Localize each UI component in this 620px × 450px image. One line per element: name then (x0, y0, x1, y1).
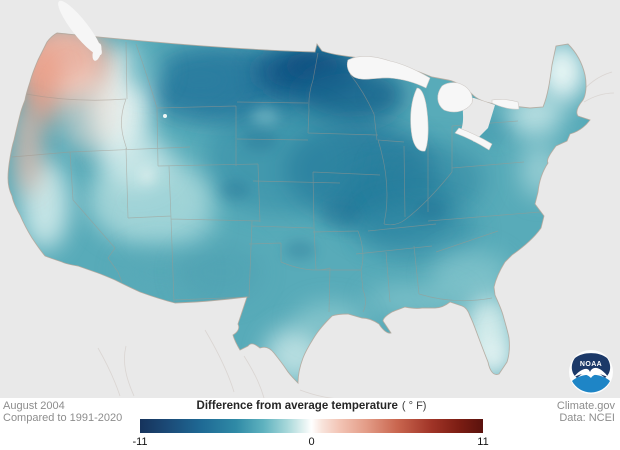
credits-block: Climate.gov Data: NCEI (556, 400, 615, 424)
noaa-logo-text: NOAA (580, 361, 602, 368)
canada-wedge (461, 97, 495, 142)
colorbar (140, 419, 483, 433)
credit-site[interactable]: Climate.gov (556, 400, 615, 412)
us-temperature-anomaly-map: NOAA (0, 0, 620, 400)
lake-michigan (410, 87, 429, 152)
noaa-logo-wave (572, 374, 610, 393)
period-block: August 2004 Compared to 1991-2020 (3, 400, 123, 424)
noaa-logo[interactable]: NOAA (569, 350, 613, 394)
footer: August 2004 Compared to 1991-2020 Differ… (0, 398, 620, 450)
tick-zero: 0 (308, 436, 315, 448)
legend-title: Difference from average temperature( ° F… (140, 400, 483, 412)
colorbar-ticks: -11 0 11 (132, 436, 488, 449)
yellowstone-lake (163, 114, 167, 118)
lake-ontario (491, 99, 520, 110)
lake-erie (454, 127, 493, 151)
neighbour-country-outlines (97, 71, 615, 400)
noaa-seagull-icon (573, 367, 609, 378)
tick-min: -11 (132, 436, 148, 448)
credit-data: Data: NCEI (559, 411, 615, 424)
lake-superior (346, 56, 431, 89)
lake-huron (437, 82, 473, 113)
baseline-label: Compared to 1991-2020 (3, 411, 123, 424)
tick-max: 11 (477, 436, 489, 448)
legend-title-text: Difference from average temperature (196, 400, 398, 412)
period-label: August 2004 (3, 400, 65, 412)
puget-sound (58, 0, 102, 61)
great-lakes (346, 56, 520, 152)
great-salt-lake (142, 169, 152, 183)
state-borders (11, 41, 541, 313)
legend-unit-label: ( ° F) (401, 400, 427, 412)
